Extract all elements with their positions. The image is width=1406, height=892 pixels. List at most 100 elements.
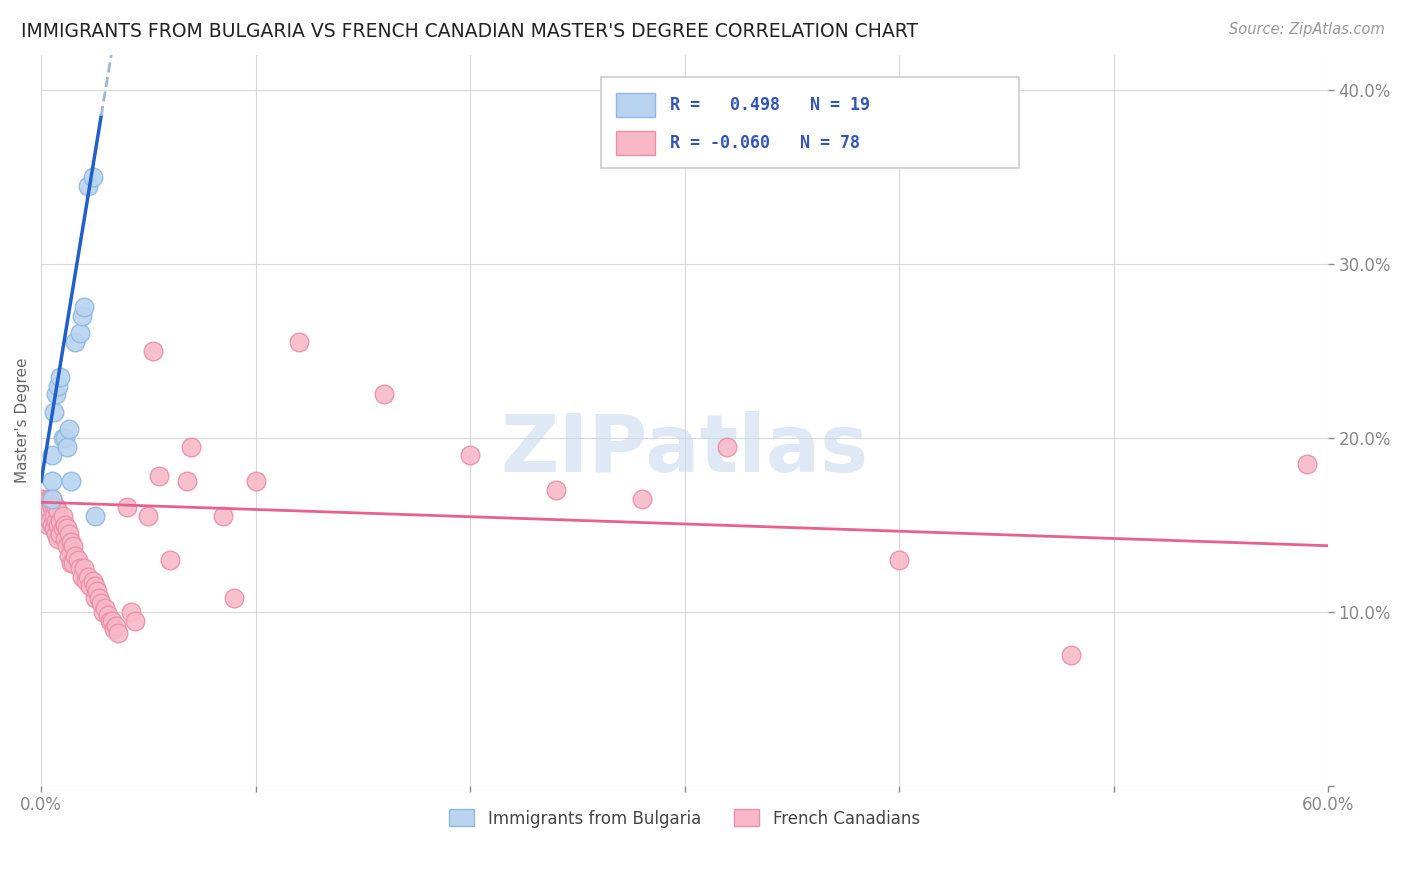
Point	[544, 483, 567, 497]
Point	[56, 521, 79, 535]
Point	[37, 517, 59, 532]
Point	[287, 335, 309, 350]
Point	[176, 475, 198, 489]
Point	[94, 601, 117, 615]
Bar	[616, 131, 655, 155]
Point	[46, 378, 69, 392]
Point	[46, 532, 69, 546]
Point	[212, 509, 235, 524]
Point	[107, 625, 129, 640]
Point	[69, 326, 91, 341]
Point	[75, 574, 97, 588]
Text: R = -0.060   N = 78: R = -0.060 N = 78	[671, 134, 860, 153]
Point	[82, 574, 104, 588]
Point	[86, 583, 108, 598]
Point	[58, 526, 80, 541]
Point	[60, 556, 83, 570]
Point	[38, 504, 60, 518]
Point	[41, 517, 63, 532]
Point	[56, 440, 79, 454]
Point	[46, 504, 69, 518]
Point	[58, 549, 80, 563]
Point	[65, 335, 87, 350]
Point	[42, 521, 65, 535]
Bar	[616, 93, 655, 117]
Point	[37, 504, 59, 518]
Point	[60, 535, 83, 549]
Text: ZIPatlas: ZIPatlas	[501, 410, 869, 489]
Point	[41, 448, 63, 462]
Point	[38, 491, 60, 506]
Point	[77, 178, 100, 193]
Point	[101, 614, 124, 628]
Point	[91, 605, 114, 619]
Point	[49, 514, 72, 528]
Point	[32, 491, 55, 506]
Point	[98, 614, 121, 628]
Y-axis label: Master's Degree: Master's Degree	[15, 358, 30, 483]
Point	[45, 500, 67, 515]
Point	[45, 514, 67, 528]
Point	[180, 440, 202, 454]
Text: Source: ZipAtlas.com: Source: ZipAtlas.com	[1229, 22, 1385, 37]
Point	[245, 475, 267, 489]
Point	[90, 596, 112, 610]
Point	[97, 608, 120, 623]
Point	[159, 552, 181, 566]
Point	[73, 561, 96, 575]
Point	[51, 521, 73, 535]
Point	[66, 552, 89, 566]
Point	[37, 491, 59, 506]
Point	[51, 431, 73, 445]
Point	[716, 440, 738, 454]
Point	[73, 301, 96, 315]
Point	[148, 469, 170, 483]
Point	[34, 500, 56, 515]
Point	[41, 491, 63, 506]
Point	[70, 309, 93, 323]
Point	[124, 614, 146, 628]
Point	[60, 475, 83, 489]
Point	[42, 500, 65, 515]
Point	[62, 539, 84, 553]
Point	[53, 517, 76, 532]
Point	[1060, 648, 1083, 663]
Point	[42, 509, 65, 524]
Point	[103, 622, 125, 636]
Point	[62, 556, 84, 570]
Point	[38, 514, 60, 528]
Point	[1295, 457, 1317, 471]
Point	[224, 591, 246, 605]
Point	[41, 475, 63, 489]
Point	[49, 370, 72, 384]
Point	[53, 431, 76, 445]
Point	[58, 422, 80, 436]
Text: IMMIGRANTS FROM BULGARIA VS FRENCH CANADIAN MASTER'S DEGREE CORRELATION CHART: IMMIGRANTS FROM BULGARIA VS FRENCH CANAD…	[21, 22, 918, 41]
Point	[34, 509, 56, 524]
Point	[45, 387, 67, 401]
Point	[83, 591, 105, 605]
Point	[53, 532, 76, 546]
Point	[82, 169, 104, 184]
Point	[69, 561, 91, 575]
Point	[630, 491, 652, 506]
Point	[887, 552, 910, 566]
FancyBboxPatch shape	[600, 77, 1019, 169]
Legend: Immigrants from Bulgaria, French Canadians: Immigrants from Bulgaria, French Canadia…	[441, 801, 928, 836]
Point	[41, 500, 63, 515]
Point	[56, 539, 79, 553]
Point	[115, 500, 138, 515]
Point	[120, 605, 142, 619]
Point	[46, 517, 69, 532]
Point	[65, 549, 87, 563]
Point	[458, 448, 481, 462]
Point	[138, 509, 160, 524]
Point	[41, 491, 63, 506]
Point	[45, 526, 67, 541]
Point	[83, 579, 105, 593]
Point	[105, 619, 128, 633]
Point	[373, 387, 395, 401]
Text: R =   0.498   N = 19: R = 0.498 N = 19	[671, 96, 870, 114]
Point	[83, 509, 105, 524]
Point	[42, 405, 65, 419]
